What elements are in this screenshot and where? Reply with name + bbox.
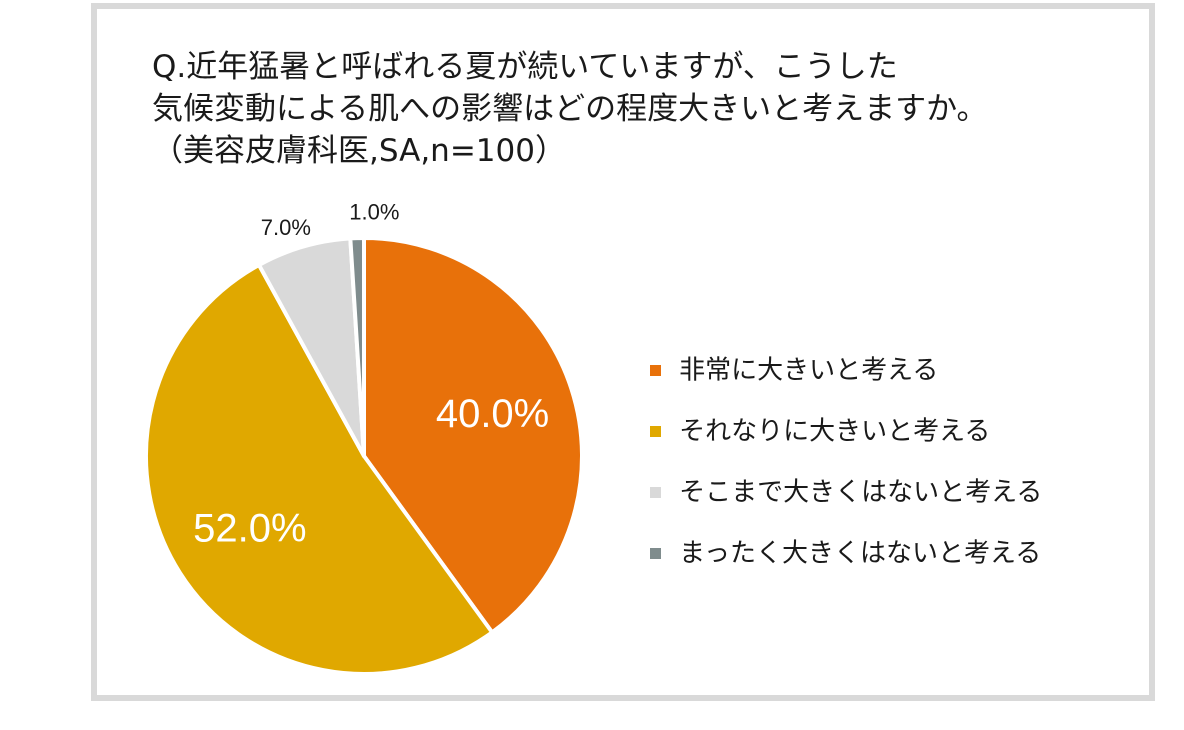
legend-item: 非常に大きいと考える [650, 348, 1042, 409]
title-line-1: Q.近年猛暑と呼ばれる夏が続いていますが、こうした [152, 49, 898, 85]
chart-title: Q.近年猛暑と呼ばれる夏が続いていますが、こうした 気候変動による肌への影響はど… [152, 46, 987, 172]
legend-swatch [650, 548, 661, 559]
legend-swatch [650, 365, 661, 376]
legend-label: それなりに大きいと考える [679, 416, 991, 447]
title-line-2: 気候変動による肌への影響はどの程度大きいと考えますか。 [152, 91, 988, 127]
legend-item: それなりに大きいと考える [650, 409, 1042, 470]
pie-slice [144, 262, 495, 676]
legend-label: 非常に大きいと考える [679, 355, 939, 386]
pie-data-label: 52.0% [193, 506, 306, 550]
legend-swatch [650, 426, 661, 437]
legend-item: まったく大きくはないと考える [650, 531, 1042, 592]
legend-swatch [650, 487, 661, 498]
pie-slice [348, 236, 366, 458]
legend-label: そこまで大きくはないと考える [679, 477, 1043, 508]
legend-item: そこまで大きくはないと考える [650, 470, 1042, 531]
pie-data-label: 1.0% [349, 199, 399, 224]
chart-legend: 非常に大きいと考える それなりに大きいと考える そこまで大きくはないと考える ま… [650, 348, 1042, 592]
title-line-3: （美容皮膚科医,SA,n=100） [152, 133, 566, 169]
legend-label: まったく大きくはないと考える [679, 538, 1042, 569]
pie-data-label: 40.0% [436, 392, 549, 436]
pie-slice [362, 236, 584, 635]
pie-data-label: 7.0% [261, 215, 311, 240]
